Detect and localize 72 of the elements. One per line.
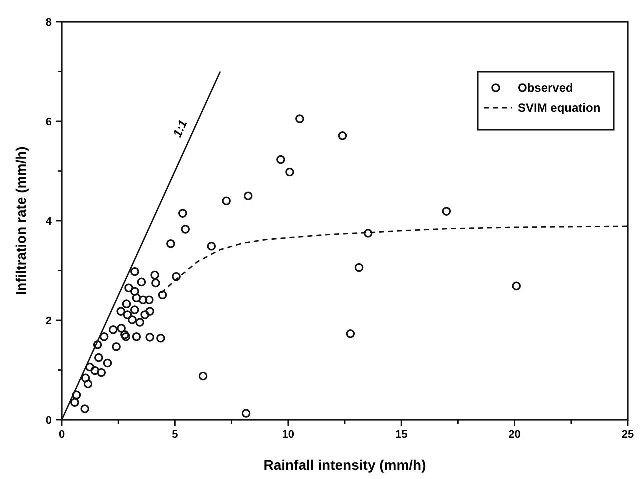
y-tick-label: 4 (46, 216, 53, 228)
point (242, 409, 251, 418)
point (146, 333, 154, 342)
text: 1:1 (170, 118, 190, 140)
point (80, 404, 90, 414)
point (338, 132, 348, 140)
point (86, 362, 94, 372)
point (178, 209, 188, 218)
point (130, 287, 140, 296)
x-axis-title: Rainfall intensity (mm/h) (264, 457, 426, 473)
x-tick-label: 25 (622, 429, 634, 441)
point (122, 332, 130, 342)
point (364, 229, 373, 238)
point (346, 330, 356, 338)
point (84, 380, 93, 389)
x-tick-label: 15 (395, 429, 408, 441)
legend-label: Observed (518, 81, 574, 95)
y-tick-label: 2 (46, 316, 52, 328)
point (140, 310, 150, 320)
point (146, 307, 154, 316)
point (181, 225, 190, 234)
point (116, 307, 126, 316)
point (512, 282, 522, 291)
point (286, 168, 294, 177)
point (172, 272, 181, 282)
point (136, 318, 145, 327)
y-axis-title: Infiltration rate (mm/h) (13, 146, 29, 296)
point (100, 332, 109, 342)
point (123, 310, 132, 320)
point (152, 278, 160, 288)
legend-label: SVIM equation (518, 101, 601, 115)
y-tick-label: 8 (46, 17, 52, 29)
point (93, 340, 102, 350)
point (244, 192, 253, 201)
point (222, 196, 231, 206)
x-tick-label: 0 (58, 429, 66, 441)
point (150, 270, 160, 280)
point (94, 353, 104, 362)
point (72, 390, 82, 400)
point (198, 372, 208, 381)
point (354, 263, 364, 272)
point (156, 334, 166, 343)
point (158, 290, 168, 300)
point (442, 207, 452, 216)
point (296, 114, 304, 124)
point (70, 398, 80, 407)
point (81, 374, 90, 383)
point (132, 294, 142, 303)
y-tick-label: 6 (46, 116, 52, 128)
point (97, 368, 106, 378)
point (276, 155, 286, 164)
point (128, 316, 137, 324)
x-tick-label: 10 (282, 429, 295, 441)
point (138, 296, 148, 305)
point (112, 342, 121, 352)
point (90, 366, 100, 376)
point (207, 242, 216, 251)
point (124, 284, 134, 293)
point (122, 300, 132, 308)
point (130, 306, 140, 314)
point (166, 239, 176, 248)
x-tick-label: 20 (508, 429, 521, 441)
point (132, 332, 142, 342)
point (108, 326, 118, 334)
point (117, 324, 126, 333)
point (137, 278, 146, 287)
y-tick-label: 0 (46, 415, 52, 427)
point (144, 296, 154, 305)
point (103, 358, 112, 368)
x-tick-label: 5 (172, 429, 178, 441)
point (130, 267, 140, 276)
point (120, 330, 130, 340)
